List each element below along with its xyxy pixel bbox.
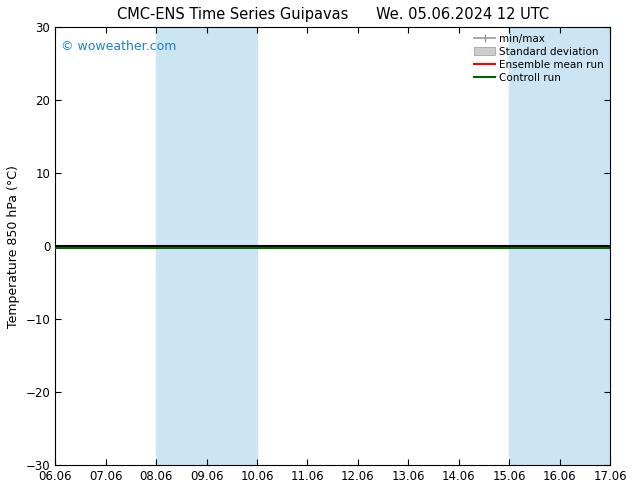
- Title: CMC-ENS Time Series Guipavas      We. 05.06.2024 12 UTC: CMC-ENS Time Series Guipavas We. 05.06.2…: [117, 7, 549, 22]
- Bar: [509, 27, 560, 465]
- Legend: min/max, Standard deviation, Ensemble mean run, Controll run: min/max, Standard deviation, Ensemble me…: [470, 29, 608, 87]
- Bar: [560, 27, 611, 465]
- Y-axis label: Temperature 850 hPa (°C): Temperature 850 hPa (°C): [7, 165, 20, 328]
- Bar: [207, 27, 257, 465]
- Text: © woweather.com: © woweather.com: [61, 40, 176, 53]
- Bar: [156, 27, 207, 465]
